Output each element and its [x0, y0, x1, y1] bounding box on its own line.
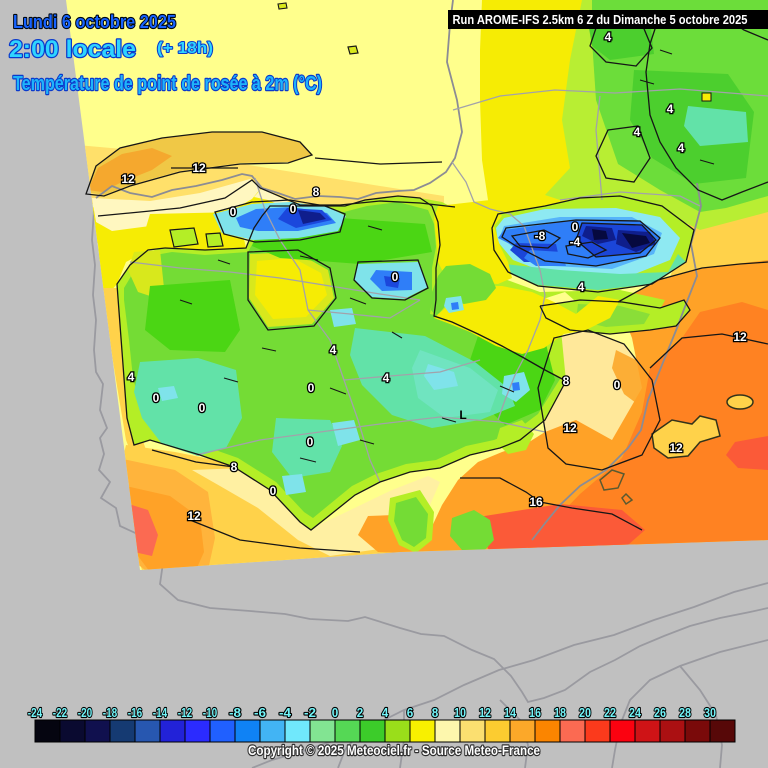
svg-text:2: 2 [357, 705, 364, 720]
svg-text:12: 12 [479, 705, 491, 720]
svg-text:0: 0 [230, 205, 237, 219]
svg-text:16: 16 [529, 705, 541, 720]
svg-text:-8: -8 [535, 229, 546, 243]
svg-text:12: 12 [563, 421, 577, 435]
svg-text:12: 12 [121, 172, 135, 186]
svg-text:4: 4 [382, 705, 389, 720]
svg-text:4: 4 [634, 125, 641, 139]
svg-text:0: 0 [572, 220, 579, 234]
svg-text:4: 4 [128, 370, 135, 384]
svg-text:8: 8 [432, 705, 439, 720]
svg-text:-20: -20 [78, 705, 93, 720]
svg-text:Run AROME-IFS 2.5km 6 Z du Dim: Run AROME-IFS 2.5km 6 Z du Dimanche 5 oc… [453, 13, 748, 27]
svg-text:Copyright © 2025 Meteociel.fr: Copyright © 2025 Meteociel.fr - Source M… [248, 743, 540, 758]
svg-text:8: 8 [313, 185, 320, 199]
svg-text:-10: -10 [203, 705, 218, 720]
svg-text:16: 16 [529, 495, 543, 509]
svg-text:4: 4 [330, 343, 337, 357]
svg-text:-8: -8 [229, 705, 241, 720]
svg-text:14: 14 [504, 705, 517, 720]
svg-text:12: 12 [733, 330, 747, 344]
svg-text:-24: -24 [28, 705, 43, 720]
svg-text:12: 12 [187, 509, 201, 523]
svg-text:4: 4 [605, 30, 612, 44]
svg-text:12: 12 [192, 161, 206, 175]
svg-text:8: 8 [563, 374, 570, 388]
svg-text:L: L [459, 408, 466, 422]
svg-text:Température de point de rosée: Température de point de rosée à 2m (°C) [13, 73, 322, 95]
svg-text:22: 22 [604, 705, 616, 720]
svg-text:0: 0 [153, 391, 160, 405]
svg-text:6: 6 [407, 705, 414, 720]
svg-text:Lundi 6 octobre 2025: Lundi 6 octobre 2025 [13, 12, 176, 32]
svg-text:30: 30 [704, 705, 716, 720]
svg-text:18: 18 [554, 705, 566, 720]
svg-text:8: 8 [231, 460, 238, 474]
svg-text:-4: -4 [279, 705, 292, 720]
svg-text:-2: -2 [304, 705, 316, 720]
svg-text:-16: -16 [128, 705, 143, 720]
svg-text:0: 0 [199, 401, 206, 415]
svg-text:-6: -6 [254, 705, 266, 720]
svg-text:-12: -12 [178, 705, 193, 720]
svg-text:4: 4 [578, 280, 585, 294]
svg-text:4: 4 [383, 371, 390, 385]
svg-text:(+ 18h): (+ 18h) [157, 40, 213, 57]
svg-text:26: 26 [654, 705, 666, 720]
svg-text:4: 4 [678, 141, 685, 155]
svg-text:24: 24 [629, 705, 642, 720]
svg-text:0: 0 [307, 435, 314, 449]
svg-text:0: 0 [614, 378, 621, 392]
svg-text:-18: -18 [103, 705, 118, 720]
svg-text:0: 0 [392, 270, 399, 284]
svg-text:0: 0 [308, 381, 315, 395]
svg-text:20: 20 [579, 705, 591, 720]
svg-text:-22: -22 [53, 705, 68, 720]
svg-text:-14: -14 [153, 705, 168, 720]
svg-text:2:00 locale: 2:00 locale [9, 36, 136, 63]
svg-text:0: 0 [270, 484, 277, 498]
svg-text:12: 12 [669, 441, 683, 455]
svg-text:-4: -4 [570, 235, 581, 249]
svg-text:0: 0 [332, 705, 339, 720]
svg-text:0: 0 [290, 202, 297, 216]
svg-text:4: 4 [667, 102, 674, 116]
svg-text:28: 28 [679, 705, 691, 720]
svg-text:10: 10 [454, 705, 466, 720]
